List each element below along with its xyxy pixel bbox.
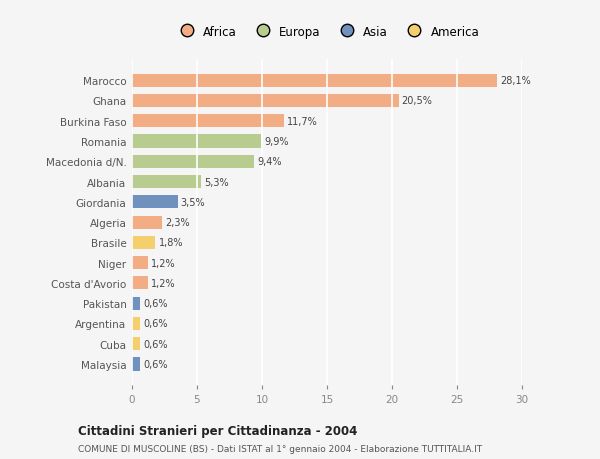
Text: 5,3%: 5,3%	[204, 177, 229, 187]
Text: 11,7%: 11,7%	[287, 117, 318, 127]
Bar	[132, 358, 140, 371]
Bar	[132, 74, 497, 88]
Bar	[132, 135, 261, 148]
Text: 1,2%: 1,2%	[151, 278, 175, 288]
Text: 9,4%: 9,4%	[257, 157, 282, 167]
Text: Cittadini Stranieri per Cittadinanza - 2004: Cittadini Stranieri per Cittadinanza - 2…	[78, 424, 358, 437]
Bar	[132, 257, 148, 269]
Bar	[132, 337, 140, 351]
Text: 2,3%: 2,3%	[165, 218, 190, 228]
Text: 0,6%: 0,6%	[143, 339, 167, 349]
Text: 0,6%: 0,6%	[143, 298, 167, 308]
Bar	[132, 176, 201, 189]
Text: 0,6%: 0,6%	[143, 359, 167, 369]
Text: 9,9%: 9,9%	[264, 137, 289, 147]
Bar	[132, 95, 398, 108]
Text: 3,5%: 3,5%	[181, 197, 205, 207]
Text: 28,1%: 28,1%	[500, 76, 532, 86]
Text: 1,2%: 1,2%	[151, 258, 175, 268]
Text: COMUNE DI MUSCOLINE (BS) - Dati ISTAT al 1° gennaio 2004 - Elaborazione TUTTITAL: COMUNE DI MUSCOLINE (BS) - Dati ISTAT al…	[78, 444, 482, 453]
Bar	[132, 236, 155, 249]
Legend: Africa, Europa, Asia, America: Africa, Europa, Asia, America	[172, 23, 482, 41]
Bar	[132, 317, 140, 330]
Bar	[132, 196, 178, 209]
Text: 20,5%: 20,5%	[402, 96, 433, 106]
Text: 1,8%: 1,8%	[158, 238, 183, 248]
Bar	[132, 277, 148, 290]
Bar	[132, 297, 140, 310]
Bar	[132, 156, 254, 168]
Bar	[132, 216, 162, 229]
Bar	[132, 115, 284, 128]
Text: 0,6%: 0,6%	[143, 319, 167, 329]
